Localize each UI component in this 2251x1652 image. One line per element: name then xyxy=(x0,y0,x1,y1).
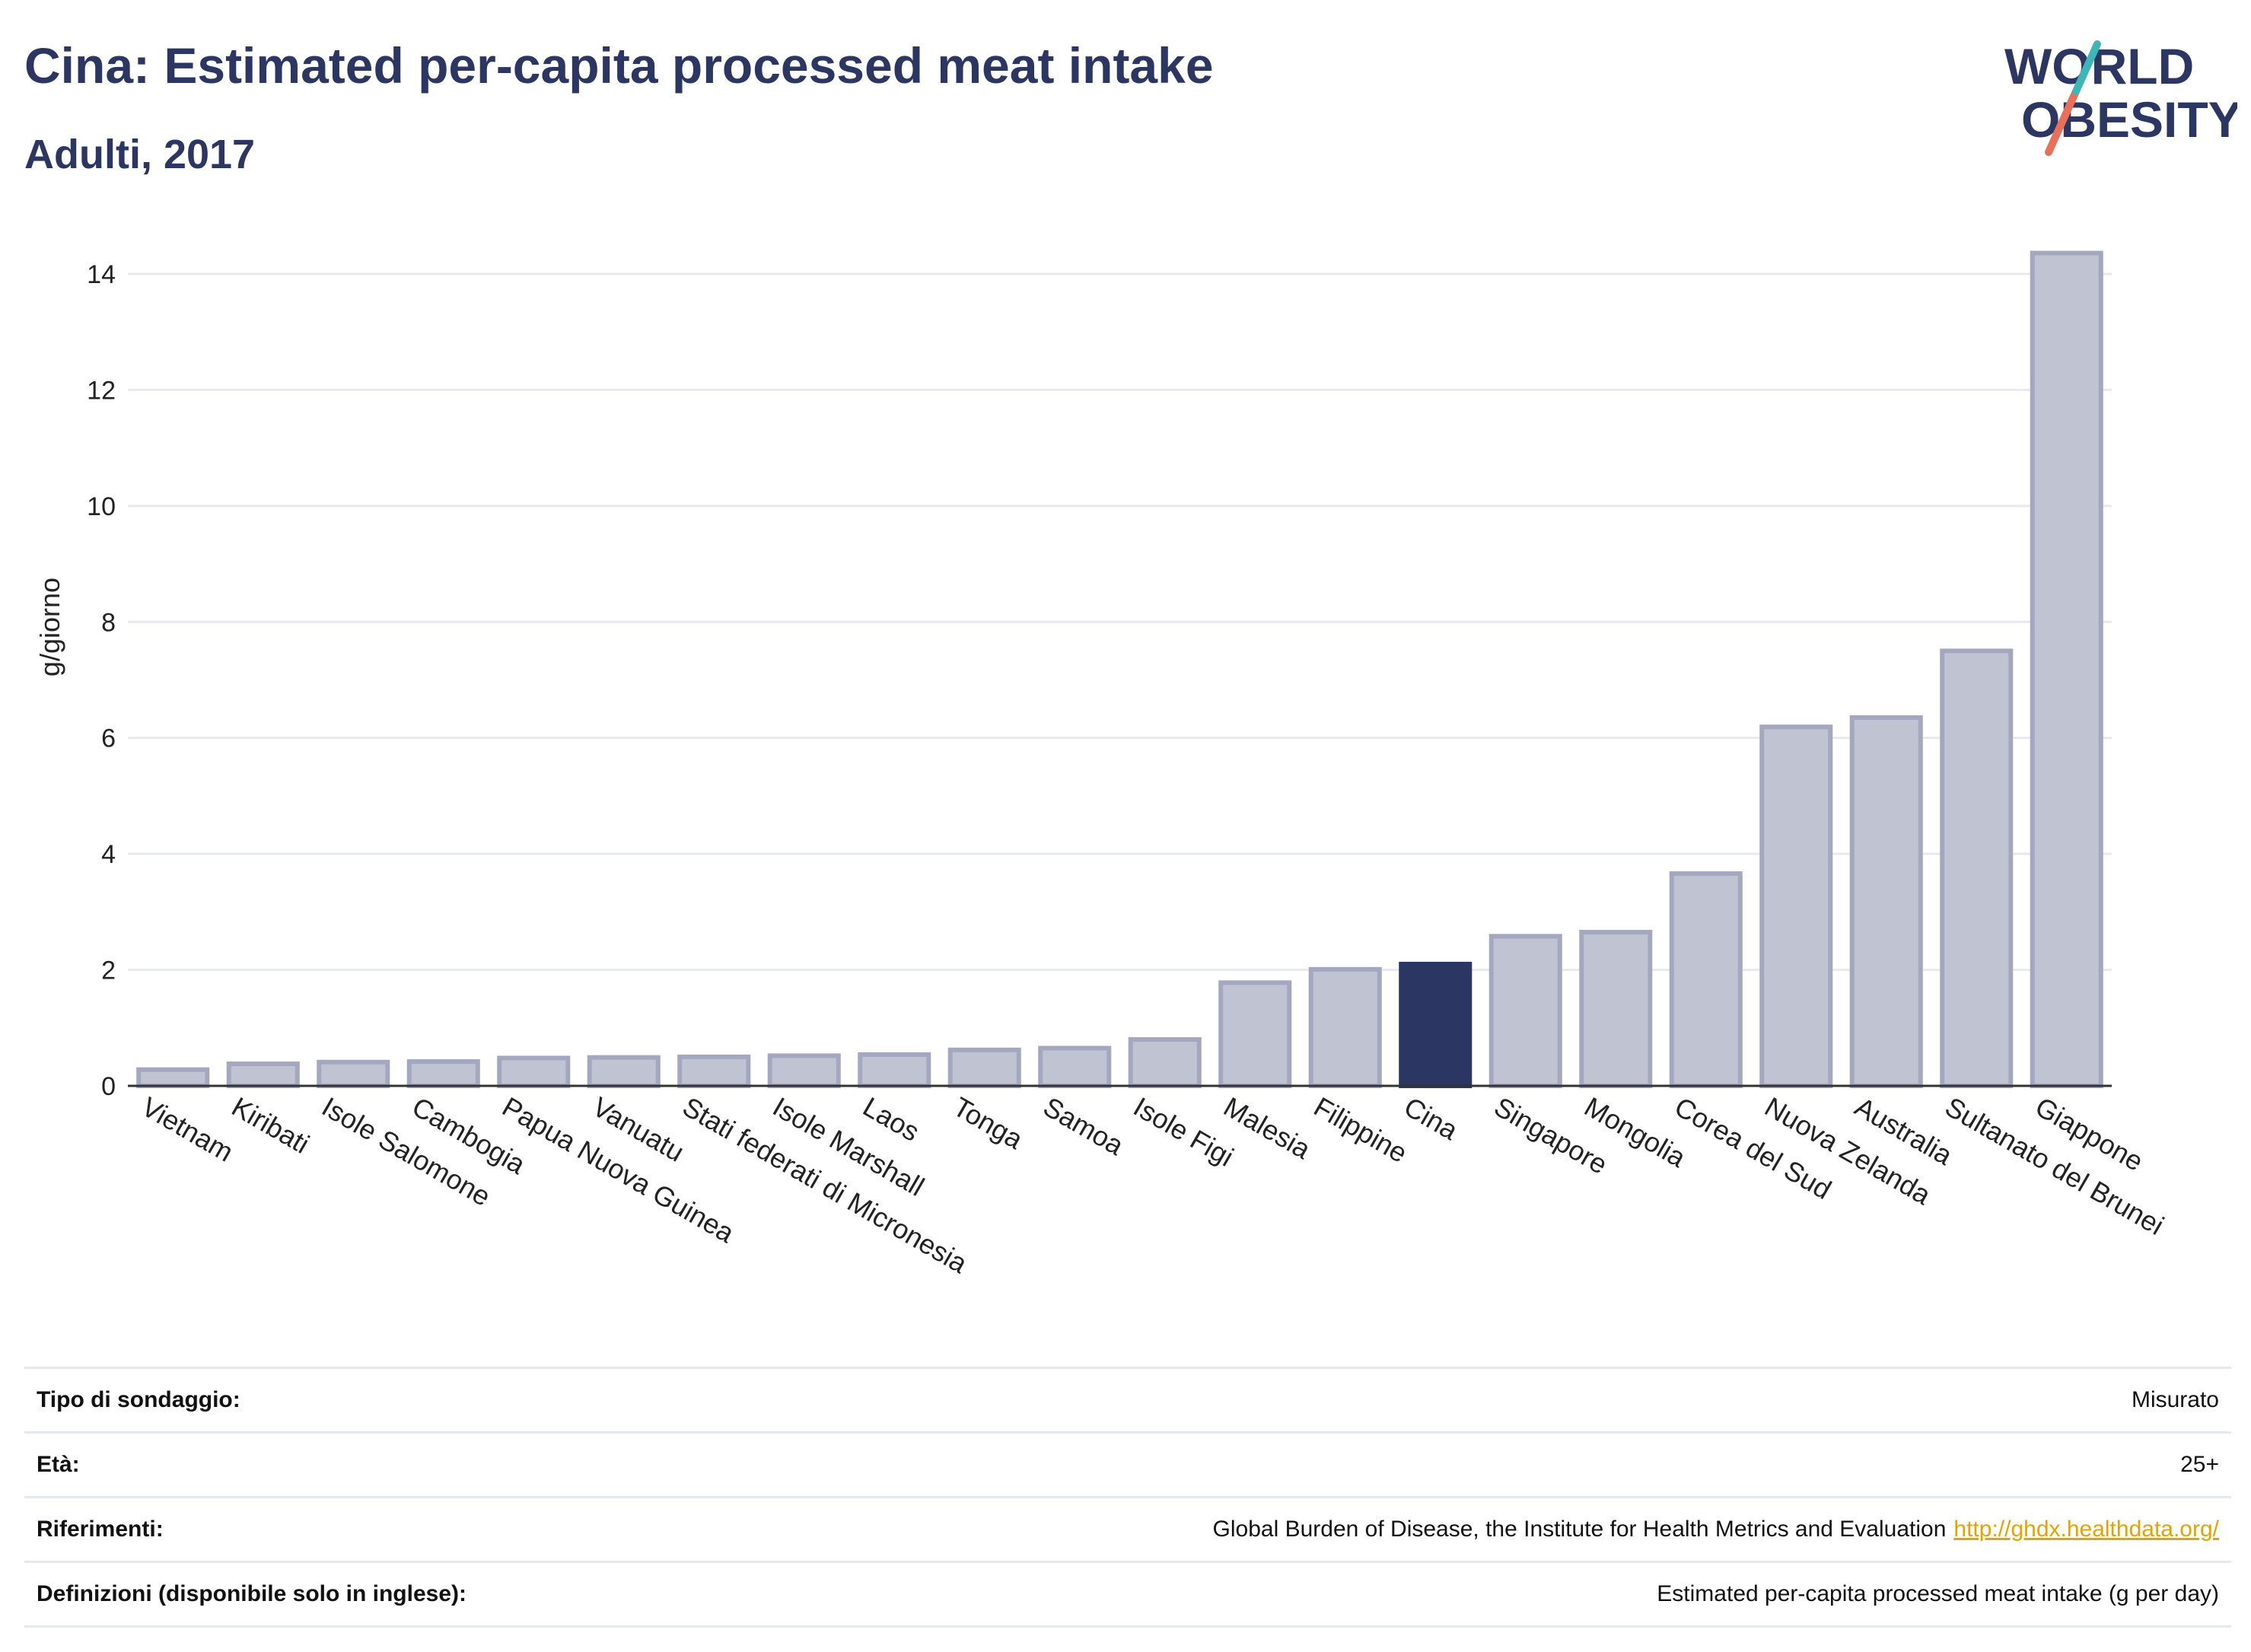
y-tick-label: 6 xyxy=(101,724,116,753)
info-value: Estimated per-capita processed meat inta… xyxy=(1657,1581,2219,1606)
info-value: Misurato xyxy=(2131,1387,2219,1412)
info-value: Global Burden of Disease, the Institute … xyxy=(1212,1517,2219,1542)
info-row: Riferimenti: Global Burden of Disease, th… xyxy=(24,1496,2231,1561)
y-tick-label: 4 xyxy=(101,840,116,869)
bars xyxy=(136,250,2103,1089)
x-tick-label: Samoa xyxy=(1038,1090,1129,1161)
bar-vanuatu[interactable] xyxy=(587,1055,661,1089)
bar-giappone[interactable] xyxy=(2030,250,2103,1088)
bar-nuova-zelanda[interactable] xyxy=(1759,724,1833,1088)
bar-australia[interactable] xyxy=(1849,715,1923,1089)
info-table: Tipo di sondaggio: Misurato Età: 25+ Riferim… xyxy=(24,1367,2231,1628)
y-tick-label: 8 xyxy=(101,608,116,637)
bar-kiribati[interactable] xyxy=(226,1062,300,1089)
info-label: Riferimenti: xyxy=(37,1517,164,1542)
bar-samoa[interactable] xyxy=(1038,1046,1112,1088)
bar-sultanato-del-brunei[interactable] xyxy=(1940,648,2014,1088)
x-tick-label: Isole Figi xyxy=(1129,1090,1239,1173)
bar-vietnam[interactable] xyxy=(136,1067,210,1089)
bar-laos[interactable] xyxy=(858,1052,931,1088)
y-tick-labels: 0 2 4 6 8 10 12 14 xyxy=(87,260,116,1101)
info-row: Definizioni (disponibile solo in inglese… xyxy=(24,1561,2231,1628)
x-tick-label: Cina xyxy=(1399,1090,1463,1146)
reference-link[interactable]: http://ghdx.healthdata.org/ xyxy=(1953,1517,2219,1542)
y-tick-label: 14 xyxy=(87,260,116,289)
info-label: Tipo di sondaggio: xyxy=(37,1387,240,1412)
x-tick-label: Corea del Sud xyxy=(1670,1090,1837,1205)
info-row: Età: 25+ xyxy=(24,1431,2231,1496)
x-tick-label: Tonga xyxy=(948,1090,1029,1155)
info-label: Definizioni (disponibile solo in inglese… xyxy=(37,1581,467,1606)
bar-isole-figi[interactable] xyxy=(1128,1037,1202,1088)
y-tick-label: 10 xyxy=(87,492,116,521)
y-tick-label: 2 xyxy=(101,957,116,985)
world-obesity-logo[interactable]: WORLD OBESITY xyxy=(1986,23,2237,160)
info-value: 25+ xyxy=(2180,1452,2219,1477)
x-tick-label: Kiribati xyxy=(227,1090,315,1160)
bar-corea-del-sud[interactable] xyxy=(1669,871,1743,1088)
bar-isole-marshall[interactable] xyxy=(767,1053,841,1088)
logo-slash-teal xyxy=(2072,40,2101,95)
bar-singapore[interactable] xyxy=(1488,934,1562,1089)
x-tick-label: Filippine xyxy=(1309,1090,1413,1169)
logo-slash-coral xyxy=(2045,88,2080,156)
bar-cina[interactable] xyxy=(1399,961,1473,1088)
bar-malesia[interactable] xyxy=(1218,980,1292,1089)
y-axis-label: g/giorno xyxy=(34,578,65,676)
bar-filippine[interactable] xyxy=(1308,966,1382,1089)
info-label: Età: xyxy=(37,1452,80,1477)
info-row: Tipo di sondaggio: Misurato xyxy=(24,1367,2231,1431)
bar-mongolia[interactable] xyxy=(1579,930,1653,1088)
bar-papua-nuova-guinea[interactable] xyxy=(497,1055,571,1088)
y-tick-label: 12 xyxy=(87,376,116,405)
bar-stati-federati-di-micronesia[interactable] xyxy=(677,1054,751,1088)
x-tick-label: Vietnam xyxy=(136,1090,238,1167)
chart-subtitle: Adulti, 2017 xyxy=(24,132,256,177)
bar-cambogia[interactable] xyxy=(406,1058,480,1088)
y-tick-label: 0 xyxy=(101,1072,116,1101)
bar-tonga[interactable] xyxy=(947,1047,1021,1089)
chart-title: Cina: Estimated per-capita processed mea… xyxy=(24,37,1214,94)
bar-isole-salomone[interactable] xyxy=(317,1059,390,1089)
